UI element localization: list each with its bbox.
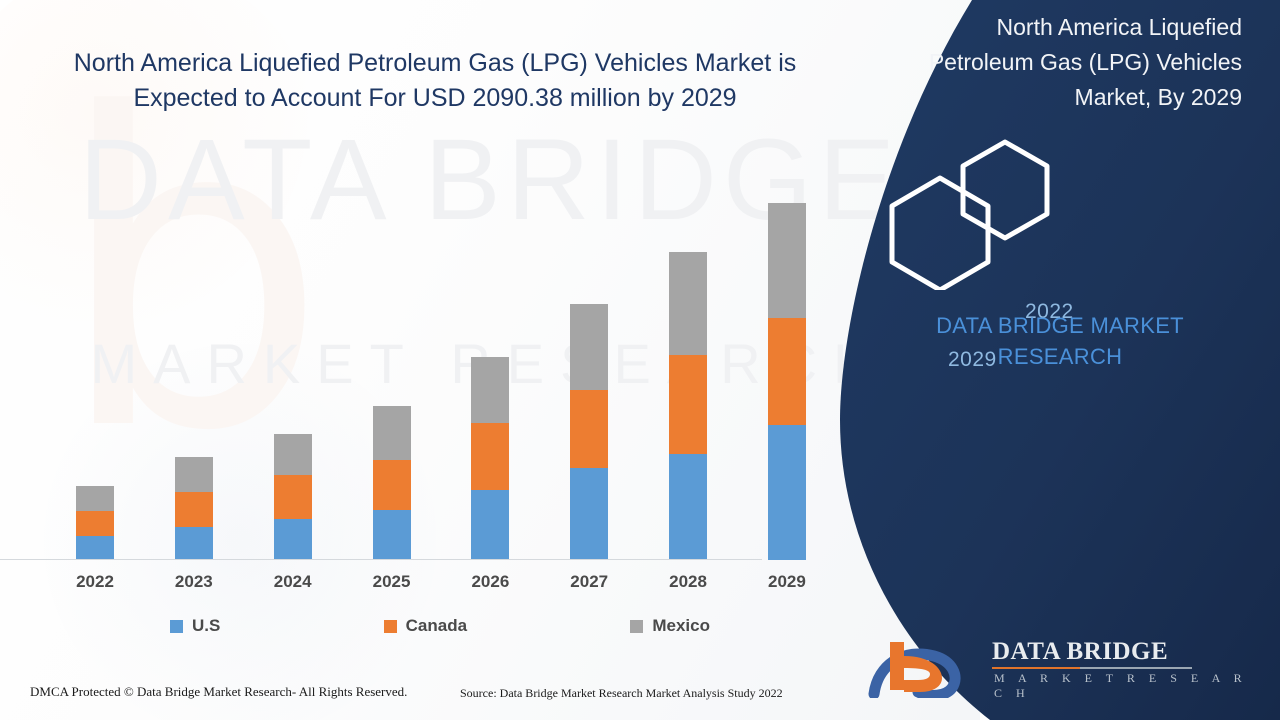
logo-wordmark: DATA BRIDGE [992,638,1169,665]
bar-segment-us[interactable] [669,454,708,560]
bar-segment-us[interactable] [174,527,213,560]
branding-panel: North America Liquefied Petroleum Gas (L… [840,0,1280,720]
chart-legend: U.S Canada Mexico [170,616,710,636]
hexagon-2029-label: 2029 [948,348,997,371]
x-axis-labels: 2022 2023 2024 2025 2026 2027 2028 2029 [60,572,822,600]
x-axis-tick-label: 2026 [471,572,510,591]
company-logo: DATA BRIDGE M A R K E T R E S E A R C H [860,634,1260,701]
x-axis-tick-label: 2025 [372,572,411,591]
bar-segment-canada[interactable] [570,390,609,468]
bar-segment-canada[interactable] [76,511,114,536]
legend-swatch-icon [383,619,397,633]
legend-swatch-icon [170,619,183,633]
bar-segment-mexico[interactable] [273,434,312,475]
legend-item-mexico[interactable]: Mexico [630,616,710,636]
bar-segment-us[interactable] [372,510,411,560]
logo-tagline: M A R K E T R E S E A R C H [994,671,1248,700]
x-axis-tick-label: 2028 [669,572,707,591]
hexagon-shapes [889,139,1050,293]
bar-segment-us[interactable] [767,425,806,560]
bar-segment-canada[interactable] [471,423,510,490]
logo-divider [992,667,1192,669]
b-bridge-icon [868,642,961,701]
bar-column[interactable] [471,357,510,560]
x-axis-tick-label: 2027 [570,572,609,591]
copyright-notice: DMCA Protected © Data Bridge Market Rese… [30,684,408,699]
bar-column[interactable] [767,203,806,560]
bar-segment-canada[interactable] [372,460,411,510]
bar-segment-canada[interactable] [174,492,213,527]
source-note: Source: Data Bridge Market Research Mark… [460,686,783,700]
bar-segment-mexico[interactable] [570,304,609,390]
bar-segment-mexico[interactable] [372,406,411,460]
bar-segment-mexico[interactable] [669,252,708,355]
bar-segment-mexico[interactable] [471,357,510,423]
bar-segment-mexico[interactable] [767,203,806,318]
bar-column[interactable] [669,252,708,560]
hexagon-2022-label: 2022 [1025,300,1074,323]
bar-segment-mexico[interactable] [76,486,114,511]
x-axis-tick-label: 2022 [76,572,114,591]
x-axis-tick-label: 2024 [273,572,312,591]
navy-curved-background [840,0,1280,720]
branding-title: North America Liquefied Petroleum Gas (L… [928,14,1242,110]
legend-label: U.S [192,616,221,635]
bar-segment-us[interactable] [570,468,609,560]
bar-column[interactable] [273,434,312,560]
legend-item-canada[interactable]: Canada [383,616,468,636]
x-axis-tick-label: 2029 [767,572,806,591]
bar-segment-us[interactable] [273,519,312,560]
legend-item-us[interactable]: U.S [170,616,220,636]
bar-column[interactable] [76,486,114,560]
bar-chart-plot [60,182,822,560]
bar-column[interactable] [372,406,411,560]
bar-column[interactable] [570,304,609,560]
bar-segment-us[interactable] [76,536,114,560]
legend-label: Canada [405,616,468,635]
page-title: North America Liquefied Petroleum Gas (L… [73,49,797,112]
bar-column[interactable] [174,457,213,560]
hexagon-group: 2022 2029 [885,130,1135,371]
legend-label: Mexico [652,616,710,635]
hexagon-2022-shape [960,139,1050,241]
x-axis-tick-label: 2023 [174,572,213,591]
chart-panel: b DATA BRIDGE MARKET RESEARCH North Amer… [0,0,980,720]
branding-content: North America Liquefied Petroleum Gas (L… [840,0,1280,720]
bar-segment-canada[interactable] [669,355,708,454]
hexagon-2029-shape [889,175,991,293]
legend-swatch-icon [630,619,644,633]
bar-segment-canada[interactable] [767,318,806,425]
brand-name-text: DATA BRIDGE MARKET RESEARCH [936,313,1184,370]
bar-segment-mexico[interactable] [174,457,213,492]
bar-segment-us[interactable] [471,490,510,560]
x-axis-line [0,559,762,560]
bar-segment-canada[interactable] [273,475,312,519]
bar-chart [60,180,822,560]
